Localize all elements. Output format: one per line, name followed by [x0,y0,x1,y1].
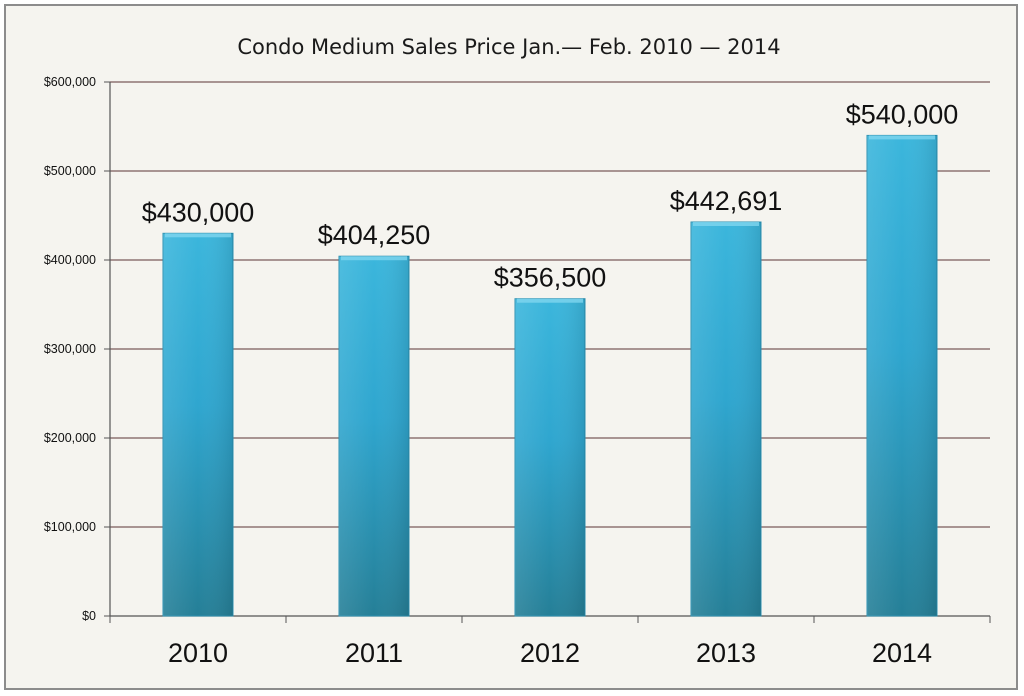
data-label: $356,500 [494,263,607,293]
y-tick-label: $600,000 [44,75,96,89]
labels: $0 $100,000 $200,000 $300,000 $400,000 $500,0… [44,75,958,668]
chart-frame: Condo Medium Sales Price Jan.— Feb. 2010… [4,4,1018,690]
y-tick-label: $500,000 [44,164,96,178]
data-label: $430,000 [142,197,255,227]
x-tick-label: 2010 [168,638,228,668]
data-label: $540,000 [846,99,959,129]
x-tick-label: 2012 [520,638,580,668]
bar-shading [339,256,409,616]
bar-chart: Condo Medium Sales Price Jan.— Feb. 2010… [44,35,991,668]
bar-shading [691,222,761,616]
bar-top-highlight [341,256,407,261]
data-label: $404,250 [318,220,431,250]
y-tick-label: $300,000 [44,342,96,356]
y-tick-label: $400,000 [44,253,96,267]
chart-title: Condo Medium Sales Price Jan.— Feb. 2010… [237,35,780,59]
y-tick-label: $100,000 [44,520,96,534]
bar-top-highlight [517,298,583,303]
bar-top-highlight [693,222,759,227]
data-label: $442,691 [670,186,783,216]
y-tick-label: $200,000 [44,431,96,445]
bar-top-highlight [165,233,231,238]
x-tick-label: 2014 [872,638,932,668]
bars [162,134,938,617]
x-tick-label: 2013 [696,638,756,668]
bar-shading [163,233,233,617]
bar-top-highlight [869,135,935,140]
x-tick-label: 2011 [345,638,403,668]
bar-shading [867,135,937,616]
y-tick-label: $0 [82,609,96,623]
bar-shading [515,298,585,616]
